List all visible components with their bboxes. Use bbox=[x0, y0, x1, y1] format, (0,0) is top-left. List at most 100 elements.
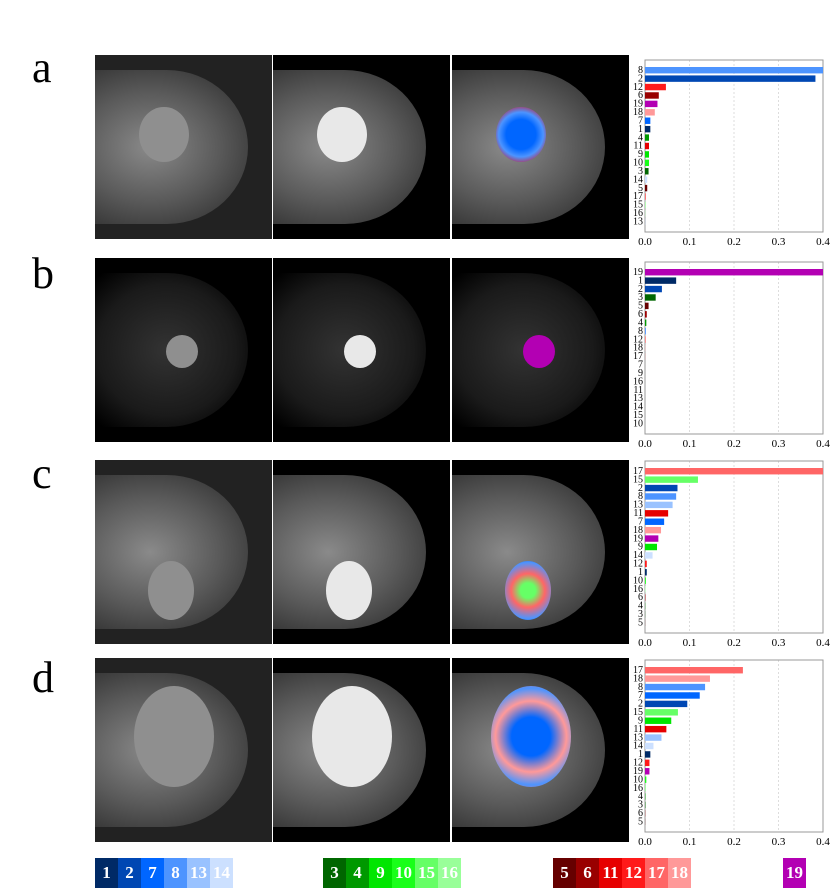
category-label: 11 bbox=[633, 508, 643, 519]
category-label: 7 bbox=[638, 690, 643, 701]
category-label: 2 bbox=[638, 699, 643, 710]
bar-1 bbox=[645, 751, 651, 758]
category-label: 14 bbox=[633, 741, 643, 752]
category-label: 4 bbox=[638, 601, 643, 612]
bar-14 bbox=[645, 176, 648, 183]
bar-3 bbox=[645, 294, 656, 301]
category-label: 8 bbox=[638, 491, 643, 502]
bar-11 bbox=[645, 142, 650, 150]
bar-2 bbox=[645, 75, 816, 82]
legend-swatch-12: 12 bbox=[622, 858, 645, 888]
category-label: 13 bbox=[633, 217, 643, 228]
color-legend-group: 3 4 9 10 15 16 bbox=[323, 858, 461, 888]
bar-8 bbox=[645, 683, 706, 691]
x-tick-label: 0.4 bbox=[816, 637, 830, 649]
category-label: 2 bbox=[638, 483, 643, 494]
bar-chart-b: 0.0 0.1 0.2 0.3 0.41912356481218177916111314… bbox=[633, 261, 830, 450]
category-label: 19 bbox=[633, 267, 643, 278]
category-label: 14 bbox=[633, 550, 643, 561]
category-label: 17 bbox=[633, 665, 643, 676]
category-label: 2 bbox=[638, 73, 643, 84]
legend-swatch-11: 11 bbox=[599, 858, 622, 888]
lesion bbox=[317, 106, 367, 162]
bar-7 bbox=[645, 117, 651, 124]
category-label: 5 bbox=[638, 301, 643, 312]
bar-3 bbox=[645, 168, 649, 175]
bar-6 bbox=[645, 311, 647, 318]
category-label: 7 bbox=[638, 516, 643, 527]
category-label: 12 bbox=[633, 82, 643, 93]
x-tick-label: 0.2 bbox=[727, 438, 741, 450]
bar-16 bbox=[645, 784, 646, 792]
category-label: 1 bbox=[638, 567, 643, 578]
bar-9 bbox=[645, 151, 650, 158]
bar-13 bbox=[645, 501, 673, 509]
bar-11 bbox=[645, 510, 669, 517]
category-label: 1 bbox=[638, 275, 643, 286]
bar-7 bbox=[645, 518, 665, 525]
bar-14 bbox=[645, 552, 653, 559]
bar-15 bbox=[645, 709, 678, 716]
x-tick-label: 0.0 bbox=[638, 236, 652, 248]
category-label: 4 bbox=[638, 132, 643, 143]
category-label: 18 bbox=[633, 343, 643, 354]
bar-4 bbox=[645, 134, 650, 141]
bar-17 bbox=[645, 193, 646, 200]
bar-13 bbox=[645, 734, 662, 741]
category-label: 3 bbox=[638, 609, 643, 620]
category-label: 11 bbox=[633, 141, 643, 152]
category-label: 10 bbox=[633, 774, 643, 785]
category-label: 19 bbox=[633, 766, 643, 777]
category-label: 16 bbox=[633, 376, 643, 387]
category-label: 9 bbox=[638, 149, 643, 160]
x-tick-label: 0.4 bbox=[816, 236, 830, 248]
x-tick-label: 0.3 bbox=[772, 438, 786, 450]
bar-12 bbox=[645, 759, 650, 767]
x-tick-label: 0.2 bbox=[727, 836, 741, 848]
category-label: 18 bbox=[633, 673, 643, 684]
category-label: 6 bbox=[638, 808, 643, 819]
bar-18 bbox=[645, 526, 662, 534]
x-tick-label: 0.1 bbox=[683, 236, 697, 248]
category-label: 3 bbox=[638, 800, 643, 811]
category-label: 13 bbox=[633, 732, 643, 743]
category-label: 16 bbox=[633, 208, 643, 219]
bar-4 bbox=[645, 319, 647, 326]
legend-swatch-16: 16 bbox=[438, 858, 461, 888]
bar-9 bbox=[645, 717, 672, 724]
category-label: 18 bbox=[633, 525, 643, 536]
legend-swatch-7: 7 bbox=[141, 858, 164, 888]
category-label: 12 bbox=[633, 559, 643, 570]
legend-swatch-10: 10 bbox=[392, 858, 415, 888]
category-label: 18 bbox=[633, 107, 643, 118]
bar-8 bbox=[645, 67, 823, 74]
postcontrast-image bbox=[273, 460, 450, 644]
bar-10 bbox=[645, 159, 650, 167]
bar-8 bbox=[645, 327, 646, 335]
category-label: 15 bbox=[633, 474, 643, 485]
habitat-map-image bbox=[452, 258, 629, 442]
bar-19 bbox=[645, 535, 659, 542]
category-label: 19 bbox=[633, 533, 643, 544]
x-tick-label: 0.0 bbox=[638, 637, 652, 649]
category-label: 15 bbox=[633, 410, 643, 421]
x-tick-label: 0.2 bbox=[727, 637, 741, 649]
bar-14 bbox=[645, 742, 654, 750]
lesion bbox=[133, 685, 214, 787]
legend-swatch-3: 3 bbox=[323, 858, 346, 888]
bar-11 bbox=[645, 725, 667, 733]
category-label: 9 bbox=[638, 542, 643, 553]
x-tick-label: 0.4 bbox=[816, 438, 830, 450]
legend-swatch-9: 9 bbox=[369, 858, 392, 888]
category-label: 6 bbox=[638, 592, 643, 603]
category-label: 16 bbox=[633, 783, 643, 794]
legend-swatch-17: 17 bbox=[645, 858, 668, 888]
legend-swatch-15: 15 bbox=[415, 858, 438, 888]
x-tick-label: 0.3 bbox=[772, 236, 786, 248]
category-label: 10 bbox=[633, 575, 643, 586]
bar-2 bbox=[645, 700, 688, 708]
x-tick-label: 0.0 bbox=[638, 836, 652, 848]
legend-swatch-2: 2 bbox=[118, 858, 141, 888]
legend-swatch-1: 1 bbox=[95, 858, 118, 888]
habitat-overlay bbox=[496, 106, 546, 162]
